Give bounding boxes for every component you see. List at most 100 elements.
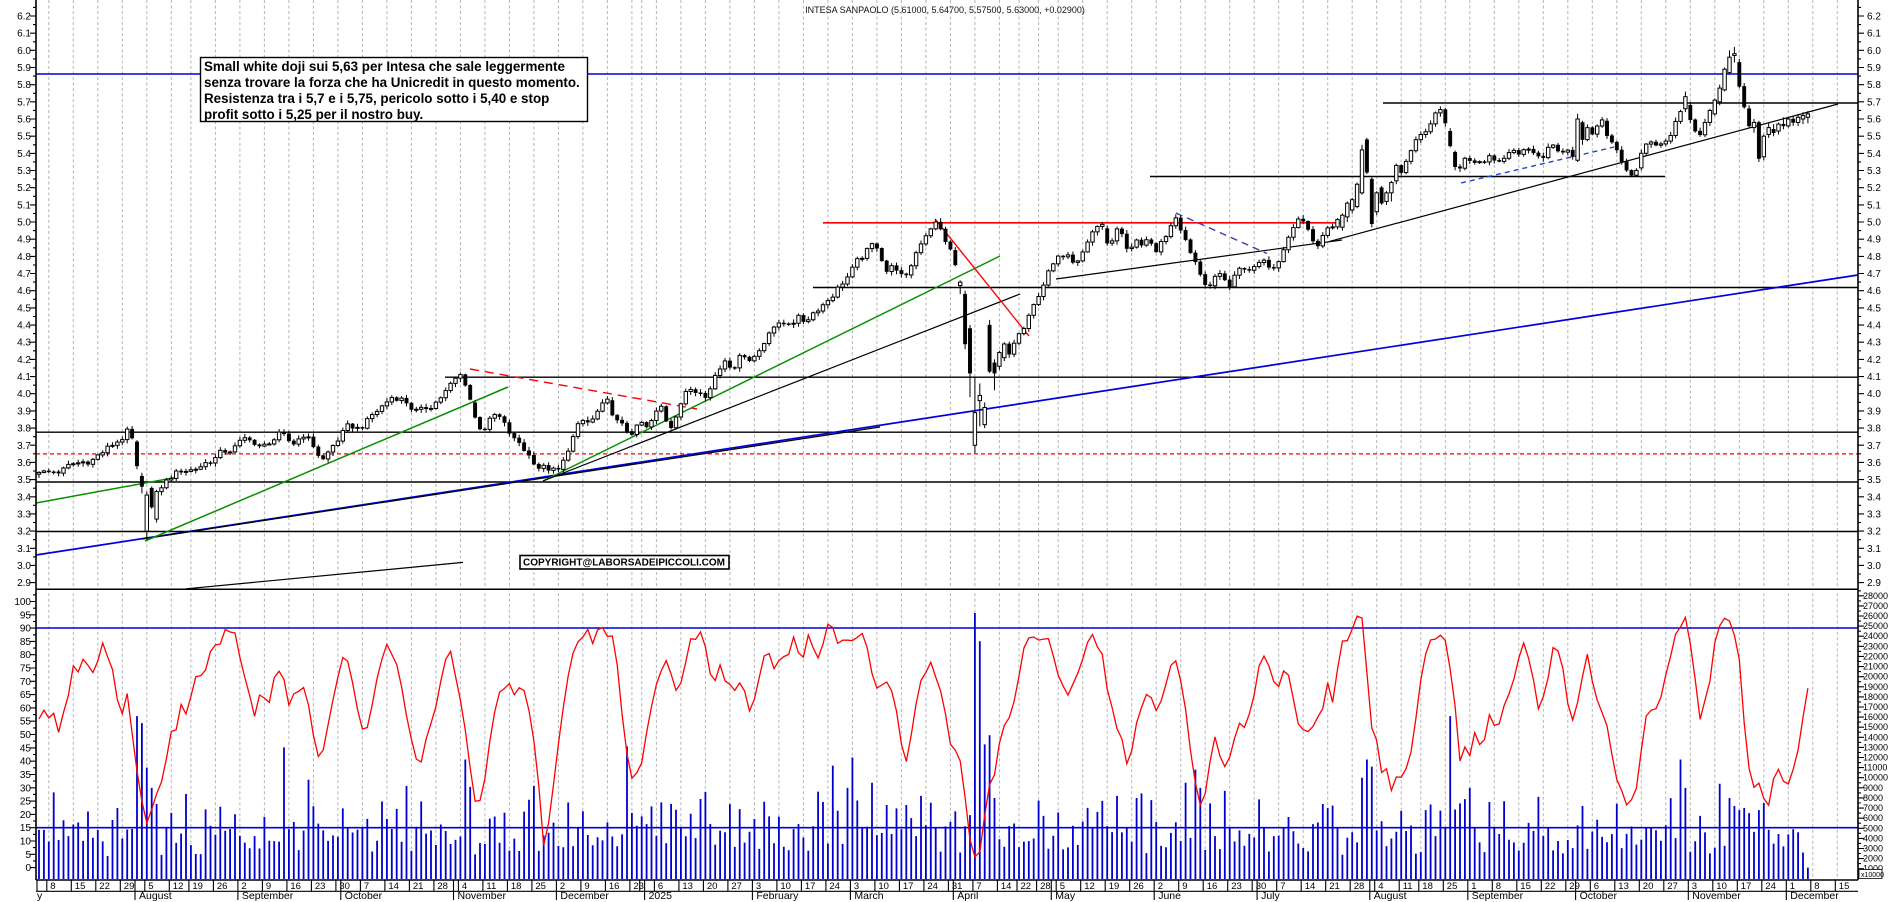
svg-text:3.3: 3.3	[1867, 509, 1881, 520]
svg-text:3.4: 3.4	[17, 492, 31, 503]
svg-text:INTESA SANPAOLO (5.61000, 5.64: INTESA SANPAOLO (5.61000, 5.64700, 5.575…	[805, 5, 1085, 15]
svg-text:y: y	[37, 890, 43, 902]
svg-text:4.6: 4.6	[1867, 286, 1881, 297]
svg-text:2000: 2000	[1863, 854, 1883, 864]
svg-text:3.8: 3.8	[1867, 424, 1881, 435]
svg-text:10: 10	[20, 837, 32, 848]
svg-text:40: 40	[20, 757, 32, 768]
svg-text:19: 19	[1109, 881, 1120, 892]
svg-text:85: 85	[20, 637, 32, 648]
svg-text:x10000: x10000	[1861, 872, 1884, 879]
svg-text:2025: 2025	[649, 890, 673, 902]
svg-text:December: December	[560, 890, 609, 902]
svg-text:27000: 27000	[1863, 601, 1888, 611]
svg-text:25: 25	[535, 881, 546, 892]
svg-text:0: 0	[25, 863, 31, 874]
svg-text:3.3: 3.3	[17, 509, 31, 520]
svg-text:4.4: 4.4	[1867, 321, 1881, 332]
svg-text:3: 3	[1692, 881, 1697, 892]
svg-text:12: 12	[1084, 881, 1095, 892]
svg-text:30: 30	[20, 783, 32, 794]
svg-text:9: 9	[584, 881, 589, 892]
svg-text:March: March	[854, 890, 883, 902]
svg-text:5.2: 5.2	[1867, 183, 1881, 194]
svg-text:3.5: 3.5	[17, 475, 31, 486]
svg-text:24: 24	[1765, 881, 1776, 892]
svg-text:55: 55	[20, 717, 32, 728]
svg-text:19000: 19000	[1863, 682, 1888, 692]
svg-text:60: 60	[20, 703, 32, 714]
svg-text:21000: 21000	[1863, 662, 1888, 672]
svg-text:profit sotto i 5,25 per il nos: profit sotto i 5,25 per il nostro buy.	[204, 107, 423, 122]
svg-text:senza trovare la forza che ha: senza trovare la forza che ha Unicredit …	[204, 75, 580, 90]
svg-text:5.9: 5.9	[17, 63, 31, 74]
svg-text:14: 14	[1001, 881, 1012, 892]
svg-text:12000: 12000	[1863, 753, 1888, 763]
svg-text:17: 17	[1741, 881, 1752, 892]
svg-text:30: 30	[339, 881, 350, 892]
svg-text:4.9: 4.9	[17, 235, 31, 246]
svg-text:May: May	[1055, 890, 1076, 902]
svg-text:COPYRIGHT@LABORSADEIPICCOLI.CO: COPYRIGHT@LABORSADEIPICCOLI.COM	[523, 558, 725, 569]
svg-text:November: November	[1692, 890, 1741, 902]
svg-text:5.0: 5.0	[1867, 218, 1881, 229]
svg-text:3.6: 3.6	[17, 458, 31, 469]
svg-text:October: October	[1580, 890, 1618, 902]
svg-text:23: 23	[1231, 881, 1242, 892]
svg-text:15: 15	[1839, 881, 1850, 892]
svg-text:7: 7	[976, 881, 981, 892]
svg-text:1: 1	[1471, 881, 1476, 892]
svg-text:9000: 9000	[1863, 783, 1883, 793]
svg-text:24: 24	[829, 881, 840, 892]
svg-text:July: July	[1261, 890, 1280, 902]
svg-text:5.6: 5.6	[17, 115, 31, 126]
svg-text:13: 13	[1618, 881, 1629, 892]
svg-text:14000: 14000	[1863, 732, 1888, 742]
svg-text:5.1: 5.1	[1867, 200, 1881, 211]
svg-text:4.4: 4.4	[17, 321, 31, 332]
svg-text:4.2: 4.2	[1867, 355, 1881, 366]
svg-text:13: 13	[682, 881, 693, 892]
svg-text:14: 14	[1305, 881, 1316, 892]
svg-text:5.3: 5.3	[1867, 166, 1881, 177]
svg-text:3.2: 3.2	[17, 527, 31, 538]
svg-text:21: 21	[1329, 881, 1340, 892]
svg-text:5.8: 5.8	[17, 80, 31, 91]
svg-text:3.0: 3.0	[17, 561, 31, 572]
svg-text:9: 9	[1182, 881, 1187, 892]
svg-text:3.6: 3.6	[1867, 458, 1881, 469]
svg-text:5.2: 5.2	[17, 183, 31, 194]
svg-text:5.6: 5.6	[1867, 115, 1881, 126]
svg-text:5.3: 5.3	[17, 166, 31, 177]
svg-text:26: 26	[217, 881, 228, 892]
svg-text:22: 22	[99, 881, 110, 892]
svg-text:3.0: 3.0	[1867, 561, 1881, 572]
svg-text:4.2: 4.2	[17, 355, 31, 366]
svg-text:3.7: 3.7	[17, 441, 31, 452]
svg-text:4.3: 4.3	[1867, 338, 1881, 349]
svg-text:5.8: 5.8	[1867, 80, 1881, 91]
svg-text:6: 6	[658, 881, 663, 892]
svg-text:28000: 28000	[1863, 591, 1888, 601]
svg-text:20: 20	[1643, 881, 1654, 892]
svg-text:75: 75	[20, 664, 32, 675]
svg-text:4.0: 4.0	[17, 389, 31, 400]
svg-text:8: 8	[50, 881, 55, 892]
svg-text:February: February	[756, 890, 799, 902]
svg-text:11000: 11000	[1863, 763, 1887, 773]
svg-text:3.8: 3.8	[17, 424, 31, 435]
svg-text:30: 30	[1256, 881, 1267, 892]
svg-text:2: 2	[560, 881, 565, 892]
svg-text:65: 65	[20, 690, 32, 701]
svg-text:4.1: 4.1	[17, 372, 31, 383]
svg-text:8000: 8000	[1863, 793, 1883, 803]
svg-text:70: 70	[20, 677, 32, 688]
svg-text:4.5: 4.5	[1867, 303, 1881, 314]
svg-text:June: June	[1158, 890, 1181, 902]
svg-text:3.9: 3.9	[17, 406, 31, 417]
svg-text:3.1: 3.1	[1867, 544, 1881, 555]
svg-text:3.2: 3.2	[1867, 527, 1881, 538]
svg-text:23: 23	[315, 881, 326, 892]
svg-text:10000: 10000	[1863, 773, 1888, 783]
svg-text:17: 17	[903, 881, 914, 892]
